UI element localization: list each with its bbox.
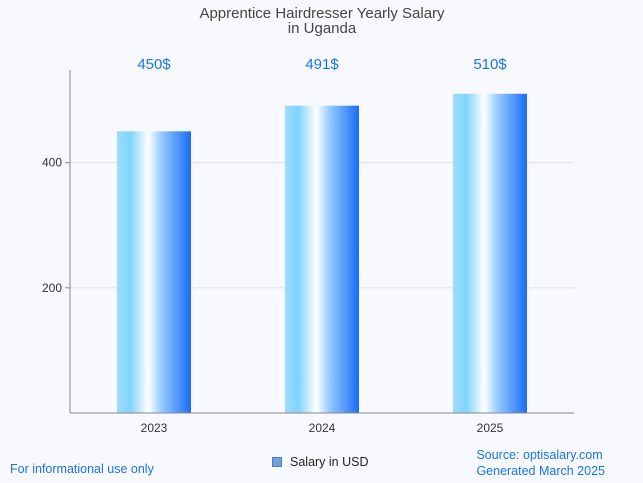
- data-label-2023: 450$: [137, 56, 171, 73]
- x-tick-label-2023: 2023: [141, 421, 168, 435]
- informational-note: For informational use only: [10, 462, 154, 476]
- x-tick-label-2025: 2025: [477, 421, 504, 435]
- x-tick-label-2024: 2024: [309, 421, 336, 435]
- legend-label: Salary in USD: [290, 455, 369, 469]
- bar-2025[interactable]: [453, 93, 527, 413]
- data-label-2025: 510$: [473, 56, 507, 73]
- chart-title-line-2: in Uganda: [288, 20, 357, 37]
- bar-2023[interactable]: [117, 131, 191, 413]
- source-link[interactable]: Source: optisalary.com: [476, 448, 603, 462]
- y-tick-label-400: 400: [42, 156, 62, 170]
- y-tick-label-200: 200: [42, 281, 62, 295]
- legend: Salary in USD: [272, 455, 369, 469]
- bar-2024[interactable]: [285, 105, 359, 414]
- source-block: Source: optisalary.com Generated March 2…: [476, 447, 605, 479]
- chart-title-line-1: Apprentice Hairdresser Yearly Salary: [199, 5, 445, 22]
- generated-date: Generated March 2025: [476, 464, 605, 478]
- data-label-2024: 491$: [305, 56, 339, 73]
- legend-swatch: [272, 457, 282, 467]
